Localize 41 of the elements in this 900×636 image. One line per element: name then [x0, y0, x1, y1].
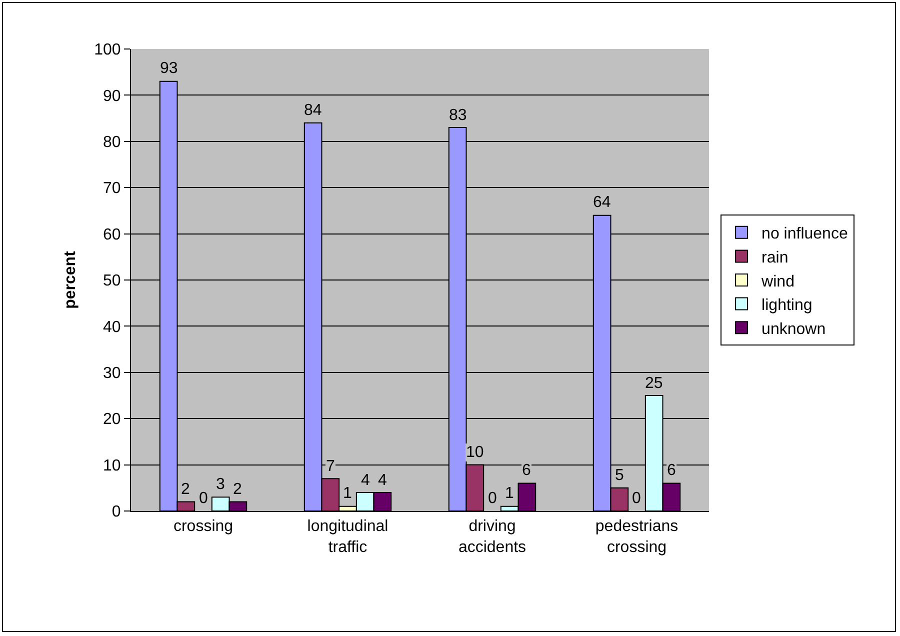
x-tick-label: crossing: [173, 518, 234, 536]
y-tick-label: 80: [103, 134, 121, 151]
data-label: 64: [593, 194, 611, 211]
x-tick-label: driving accidents: [458, 518, 526, 556]
data-label: 6: [522, 462, 531, 479]
data-label: 0: [199, 490, 208, 507]
data-label: 6: [667, 462, 676, 479]
y-axis-title: percent: [62, 250, 79, 309]
y-tick-label: 40: [103, 318, 121, 336]
legend-label: rain: [762, 249, 788, 266]
y-tick-label: 90: [103, 88, 121, 105]
y-tick-label: 30: [103, 365, 121, 382]
y-tick-label: 20: [103, 411, 121, 428]
y-tick-label: 0: [112, 504, 121, 521]
data-label: 84: [304, 102, 322, 119]
data-label: 83: [449, 107, 467, 124]
y-tick-label: 10: [103, 457, 121, 474]
legend-label: lighting: [762, 297, 812, 314]
data-label: 10: [466, 444, 484, 461]
data-label: 1: [505, 485, 514, 502]
data-label: 7: [326, 458, 335, 475]
data-label: 0: [632, 490, 641, 507]
data-label: 3: [216, 476, 225, 493]
legend-label: unknown: [762, 320, 826, 338]
data-label: 0: [488, 490, 497, 507]
data-label: 1: [343, 485, 352, 502]
data-label: 4: [378, 472, 387, 489]
y-tick-label: 50: [103, 272, 121, 290]
y-tick-label: 60: [103, 226, 121, 244]
data-label: 93: [160, 60, 178, 77]
legend-label: wind: [760, 273, 794, 290]
y-tick-label: 70: [103, 180, 121, 198]
x-tick-label: pedestrians crossing: [595, 518, 678, 556]
data-label: 2: [233, 481, 242, 498]
y-tick-label: 100: [94, 42, 121, 59]
data-label: 5: [615, 467, 624, 484]
data-label: 2: [181, 481, 190, 498]
data-label: 4: [361, 472, 370, 489]
legend-label: no influence: [762, 226, 848, 243]
data-label: 25: [645, 375, 663, 392]
x-tick-label: longitudinal traffic: [307, 518, 388, 556]
